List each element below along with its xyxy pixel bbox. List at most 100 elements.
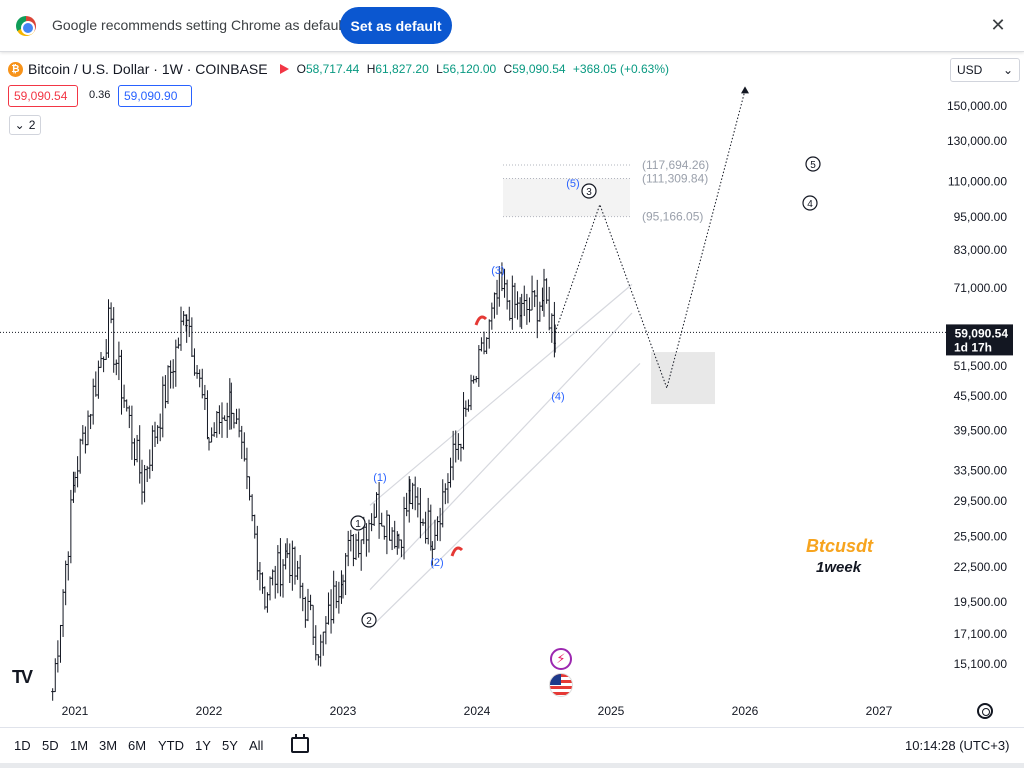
ohlc-bar [176, 337, 180, 349]
wave-label-circled: 5 [805, 156, 821, 172]
ohlc-bar [375, 492, 378, 518]
ohlc-bar [492, 292, 496, 319]
gear-icon[interactable] [977, 703, 993, 719]
ohlc-bar [385, 510, 389, 555]
wave-label-blue: (1) [373, 472, 386, 484]
ohlc-bar [411, 482, 415, 510]
range-6m-button[interactable]: 6M [128, 738, 147, 753]
ohlc-bar [346, 530, 350, 567]
ohlc-bar [145, 465, 149, 482]
ohlc-bar [469, 374, 473, 411]
trend-channel [369, 283, 641, 629]
ohlc-bar [53, 658, 57, 693]
ohlc-bar [250, 494, 254, 522]
chevron-down-icon: ⌄ [14, 118, 25, 132]
ohlc-bar [530, 275, 534, 311]
price-tick-label: 95,000.00 [954, 210, 1008, 224]
ohlc-bar [107, 299, 110, 358]
ohlc-bar [122, 384, 126, 408]
price-tick-label: 83,000.00 [954, 243, 1008, 257]
ohlc-bar [426, 497, 430, 545]
ohlc-bar [390, 527, 394, 551]
ohlc-bar [550, 313, 554, 343]
sell-price-button[interactable]: 59,090.54 [8, 85, 78, 107]
lightning-icon[interactable]: ⚡ [550, 648, 572, 670]
last-price-box [946, 324, 1013, 356]
wave-number: 4 [807, 199, 813, 210]
price-axis: 150,000.00 130,000.00 110,000.00 95,000.00 8… [947, 99, 1007, 671]
wave-circle [350, 515, 366, 531]
ohlc-bar [64, 560, 68, 606]
ohlc-bar [179, 306, 183, 351]
close-icon[interactable]: ✕ [990, 15, 1006, 35]
ohlc-bar [255, 525, 259, 581]
range-1d-button[interactable]: 1D [14, 738, 31, 753]
range-all-button[interactable]: All [249, 738, 264, 753]
ohlc-bar [466, 399, 470, 412]
ohlc-bar [421, 518, 425, 526]
ohlc-bar [357, 531, 361, 558]
ohlc-bar [462, 392, 466, 450]
ohlc-bar [533, 290, 537, 308]
wave-number: 3 [586, 187, 592, 198]
time-tick-label: 2021 [62, 704, 89, 718]
red-arrow-icon [474, 315, 488, 326]
candles [51, 262, 557, 701]
currency-select[interactable]: USD ⌄ [950, 58, 1020, 82]
clock-display[interactable]: 10:14:28 (UTC+3) [905, 738, 1010, 753]
wave-number: 2 [366, 616, 372, 627]
ohlc-bar [290, 540, 294, 591]
target-zone-box [651, 352, 715, 405]
ohlc-bar [200, 368, 204, 399]
channel-line [369, 363, 641, 629]
ohlc-bar [207, 437, 211, 451]
ohlc-bar [278, 538, 282, 597]
wave-circle [581, 183, 597, 199]
ohlc-bar [349, 529, 353, 552]
indicators-toggle-button[interactable]: ⌄ 2 [9, 115, 41, 135]
channel-line [369, 312, 633, 591]
set-as-default-button[interactable]: Set as default [340, 7, 452, 44]
ohlc-bar [271, 569, 275, 586]
ohlc-bar [135, 434, 139, 463]
price-tick-label: 29,500.00 [954, 494, 1008, 508]
ohlc-bar [303, 596, 307, 628]
buy-price-button[interactable]: 59,090.90 [118, 85, 192, 107]
range-1m-button[interactable]: 1M [70, 738, 89, 753]
ohlc-bar [161, 376, 165, 438]
bottom-toolbar: 1D 5D 1M 3M 6M YTD 1Y 5Y All 10:14:28 (U… [0, 727, 1024, 763]
symbol-title[interactable]: Bitcoin / U.S. Dollar · 1W · COINBASE [28, 61, 268, 77]
projection-path [554, 86, 749, 390]
price-chart[interactable]: (117,694.26)(111,309.84) (95,166.05) 59,0… [0, 0, 1024, 727]
ohlc-bar [232, 412, 236, 429]
ohlc-bar [198, 369, 202, 388]
wave-circle [805, 156, 821, 172]
fib-level-label: (95,166.05) [642, 210, 703, 224]
ohlc-bar [174, 339, 178, 387]
ohlc-bar [309, 594, 313, 611]
ohlc-bar [424, 511, 428, 544]
projection-arrowhead [741, 86, 749, 94]
ohlc-bar [418, 488, 422, 539]
ohlc-bar [372, 503, 376, 526]
range-5d-button[interactable]: 5D [42, 738, 59, 753]
ohlc-bar [153, 421, 157, 448]
tradingview-logo-icon[interactable]: TV [12, 667, 33, 687]
ohlc-bar [443, 483, 447, 505]
us-flag-icon[interactable] [549, 673, 573, 697]
ohlc-bar [109, 302, 113, 324]
range-3m-button[interactable]: 3M [99, 738, 118, 753]
ohlc-bar [479, 337, 483, 352]
flag-icon[interactable] [279, 64, 289, 74]
calendar-icon[interactable] [291, 734, 309, 753]
close-value: 59,090.54 [512, 62, 566, 76]
ohlc-bar [268, 576, 272, 601]
ohlc-bar [210, 427, 214, 443]
range-1y-button[interactable]: 1Y [195, 738, 211, 753]
ohlc-bar [203, 384, 207, 410]
range-5y-button[interactable]: 5Y [222, 738, 238, 753]
range-ytd-button[interactable]: YTD [158, 738, 184, 753]
ohlc-bar [156, 425, 160, 444]
countdown-label: 1d 17h [954, 340, 992, 354]
